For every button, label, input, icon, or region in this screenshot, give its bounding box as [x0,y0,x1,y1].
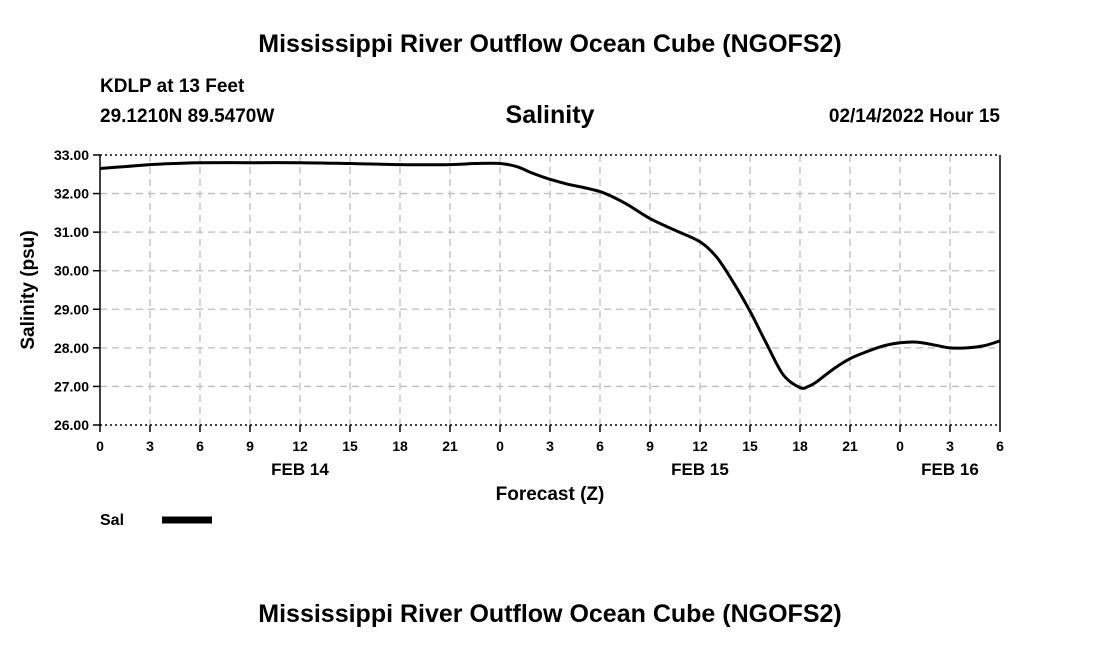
date-label: FEB 16 [921,460,979,479]
forecast-date: 02/14/2022 Hour 15 [828,106,1000,127]
x-tick-label: 12 [292,438,308,454]
y-tick-label: 27.00 [54,378,89,394]
station-coordinates: 29.1210N 89.5470W [100,106,275,127]
x-tick-label: 0 [496,438,504,454]
x-tick-label: 15 [742,438,758,454]
station-label: KDLP at 13 Feet [100,76,245,97]
legend-label: Sal [100,512,124,529]
x-tick-label: 6 [996,438,1004,454]
y-tick-label: 32.00 [54,186,89,202]
x-tick-label: 3 [546,438,554,454]
y-tick-label: 31.00 [54,224,89,240]
x-tick-label: 9 [646,438,654,454]
x-tick-label: 9 [246,438,254,454]
x-tick-label: 6 [196,438,204,454]
x-tick-label: 3 [946,438,954,454]
series-line-sal [99,161,1001,390]
x-tick-label: 0 [896,438,904,454]
date-label: FEB 14 [271,460,329,479]
x-axis-title: Forecast (Z) [496,484,605,505]
y-axis-title: Salinity (psu) [18,230,39,349]
x-tick-label: 12 [692,438,708,454]
y-tick-label: 28.00 [54,340,89,356]
date-label: FEB 15 [671,460,729,479]
x-tick-label: 6 [596,438,604,454]
chart-subtitle: Salinity [505,101,595,129]
x-tick-label: 18 [392,438,408,454]
chart-title-main: Mississippi River Outflow Ocean Cube (NG… [258,30,842,58]
y-tick-label: 30.00 [54,263,89,279]
x-tick-label: 15 [342,438,358,454]
y-tick-label: 26.00 [54,417,89,433]
footer-title: Mississippi River Outflow Ocean Cube (NG… [258,600,842,628]
x-tick-label: 18 [792,438,808,454]
x-tick-label: 3 [146,438,154,454]
y-tick-label: 29.00 [54,301,89,317]
x-tick-label: 21 [442,438,458,454]
y-tick-label: 33.00 [54,147,89,163]
x-tick-label: 21 [842,438,858,454]
x-tick-label: 0 [96,438,104,454]
